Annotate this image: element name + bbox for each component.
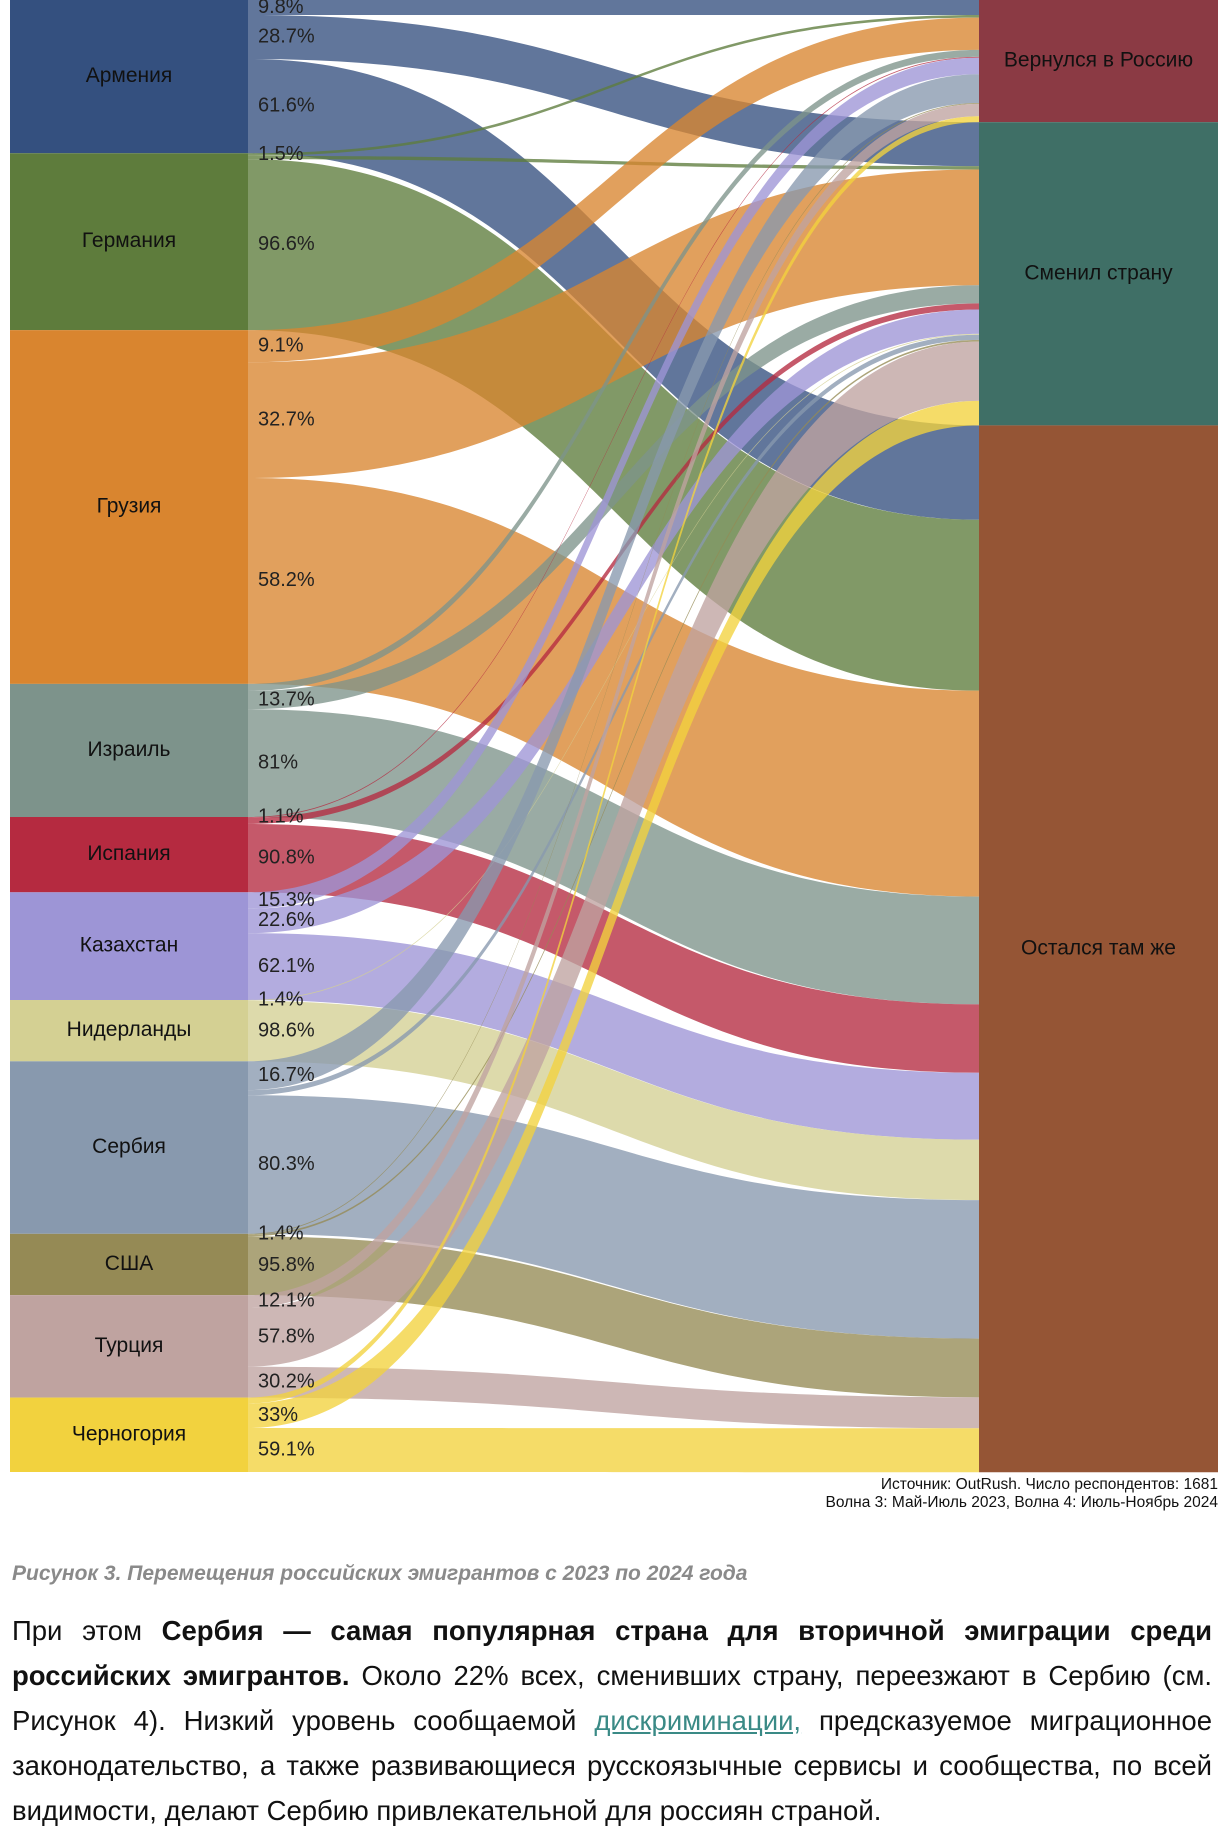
flow	[248, 334, 979, 1096]
sankey-chart: Армения Германия Грузия Израиль Испания Казах…	[10, 0, 1218, 1473]
flow-label: 9.8%	[258, 0, 304, 18]
flow-label: 9.1%	[258, 335, 304, 357]
flow-label: 1.5%	[258, 143, 304, 165]
source-node	[10, 0, 248, 154]
flow	[248, 333, 979, 1001]
figure-caption: Рисунок 3. Перемещения российских эмигра…	[12, 1562, 748, 1585]
flow	[248, 309, 979, 934]
source-label: Турция	[95, 1334, 164, 1357]
flow	[248, 1000, 979, 1201]
flow	[248, 1428, 979, 1473]
flow	[248, 169, 979, 479]
flow-label: 96.6%	[258, 233, 315, 255]
flow	[248, 17, 979, 363]
flow-label: 1.1%	[258, 806, 304, 828]
source-node	[10, 153, 248, 331]
flow	[248, 1366, 979, 1429]
flow-label: 61.6%	[258, 94, 315, 116]
flow	[248, 341, 979, 1367]
source-label: Нидерланды	[67, 1018, 192, 1041]
target-node	[979, 0, 1218, 123]
flow-label: 80.3%	[258, 1153, 315, 1175]
target-label: Вернулся в Россию	[1004, 49, 1193, 72]
flow-label: 30.2%	[258, 1370, 315, 1392]
text: При этом	[12, 1615, 162, 1646]
source-label: Германия	[82, 229, 176, 252]
source-label: Испания	[87, 842, 170, 865]
flow-label: 33%	[258, 1404, 298, 1426]
target-label: Сменил страну	[1024, 261, 1173, 284]
flow-label: 16.7%	[258, 1064, 315, 1086]
flow	[248, 57, 979, 909]
text: предсказуемое миграционное законодательс…	[12, 1705, 1213, 1826]
flow-label: 95.8%	[258, 1254, 315, 1276]
flow	[248, 1095, 979, 1339]
source-node	[10, 683, 248, 817]
flow	[248, 15, 979, 156]
source-node	[10, 1061, 248, 1234]
source-label: Грузия	[97, 495, 162, 518]
link[interactable]: дискриминации,	[594, 1705, 802, 1736]
flow	[248, 0, 979, 16]
flow-label: 12.1%	[258, 1290, 315, 1312]
source-node	[10, 1397, 248, 1472]
flow	[248, 74, 979, 1091]
flow	[248, 303, 979, 824]
flow	[248, 56, 979, 818]
flow-label: 90.8%	[258, 846, 315, 868]
flow	[248, 400, 979, 1429]
flow-label: 22.6%	[258, 909, 315, 931]
flow	[248, 116, 979, 1404]
flow-label: 58.2%	[258, 569, 315, 591]
source-label: США	[105, 1252, 153, 1275]
flow	[248, 339, 979, 1237]
flow-label: 1.4%	[258, 1223, 304, 1245]
source-node	[10, 1000, 248, 1062]
source-node	[10, 816, 248, 893]
flow	[248, 285, 979, 710]
source-label: Сербия	[92, 1135, 166, 1158]
flow-label: 32.7%	[258, 408, 315, 430]
flow	[248, 49, 979, 691]
flow	[248, 155, 979, 170]
flow-label: 81%	[258, 751, 298, 773]
flow	[248, 15, 979, 167]
flow	[248, 823, 979, 1073]
source-label: Армения	[86, 64, 173, 87]
source-line: Волна 3: Май-Июль 2023, Волна 4: Июль-Но…	[825, 1494, 1218, 1511]
source-label: Черногория	[72, 1422, 186, 1445]
flow	[248, 1236, 979, 1398]
flow-label: 28.7%	[258, 25, 315, 47]
source-label: Казахстан	[80, 934, 178, 957]
flow	[248, 478, 979, 897]
flow	[248, 103, 979, 1235]
source-node	[10, 892, 248, 1001]
flow-label: 62.1%	[258, 955, 315, 977]
flow-label: 13.7%	[258, 688, 315, 710]
source-note: Источник: OutRush. Число респондентов: 1…	[0, 1476, 1218, 1512]
target-node	[979, 425, 1218, 1473]
bold-text: Сербия — самая популярная страна для вто…	[12, 1615, 1212, 1691]
source-line: Источник: OutRush. Число респондентов: 1…	[880, 1476, 1218, 1493]
flow-label: 1.4%	[258, 989, 304, 1011]
flow-label: 57.8%	[258, 1325, 315, 1347]
text: Около 22% всех, сменивших страну, переез…	[12, 1660, 1213, 1736]
source-node	[10, 1233, 248, 1296]
paragraph: При этом Сербия — самая популярная стран…	[12, 1608, 1212, 1833]
flow-label: 98.6%	[258, 1019, 315, 1041]
target-node	[979, 122, 1218, 426]
target-label: Остался там же	[1021, 936, 1176, 959]
flow-label: 59.1%	[258, 1438, 315, 1460]
flow-label: 15.3%	[258, 889, 315, 911]
source-node	[10, 1295, 248, 1398]
flow	[248, 103, 979, 1308]
source-label: Израиль	[87, 738, 170, 761]
source-node	[10, 330, 248, 684]
flow	[248, 159, 979, 691]
